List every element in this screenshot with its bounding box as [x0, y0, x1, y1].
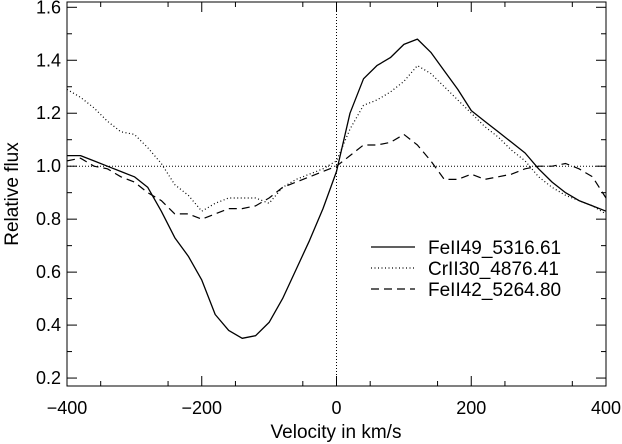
y-tick-label: 0.6 [36, 262, 61, 282]
x-axis-label: Velocity in km/s [271, 422, 402, 443]
y-axis-ticks: 0.2 0.4 0.6 0.8 1.0 1.2 1.4 1.6 [36, 0, 606, 388]
legend-label: CrII30_4876.41 [428, 259, 559, 280]
y-tick-label: 1.4 [36, 50, 61, 70]
series-line-solid [67, 38, 607, 339]
x-tick-label: 200 [456, 398, 486, 418]
reference-lines [67, 2, 606, 386]
legend-label: FeII49_5316.61 [428, 238, 561, 259]
y-tick-label: 0.2 [36, 368, 61, 388]
series-line-dashed [66, 133, 607, 220]
y-tick-label: 1.0 [36, 156, 61, 176]
y-axis-label: Relative flux [2, 142, 23, 246]
y-tick-label: 0.4 [36, 315, 61, 335]
y-tick-label: 0.8 [36, 209, 61, 229]
x-tick-label: −200 [181, 398, 222, 418]
x-axis-ticks: −400 −200 0 200 400 [47, 2, 621, 418]
y-tick-label: 1.6 [36, 0, 61, 17]
legend-label: FeII42_5264.80 [428, 280, 561, 301]
y-tick-label: 1.2 [36, 103, 61, 123]
x-tick-label: 400 [591, 398, 621, 418]
legend: FeII49_5316.61CrII30_4876.41FeII42_5264.… [371, 238, 561, 301]
x-tick-label: −400 [47, 398, 88, 418]
x-tick-label: 0 [331, 398, 341, 418]
series-layer [66, 38, 607, 339]
